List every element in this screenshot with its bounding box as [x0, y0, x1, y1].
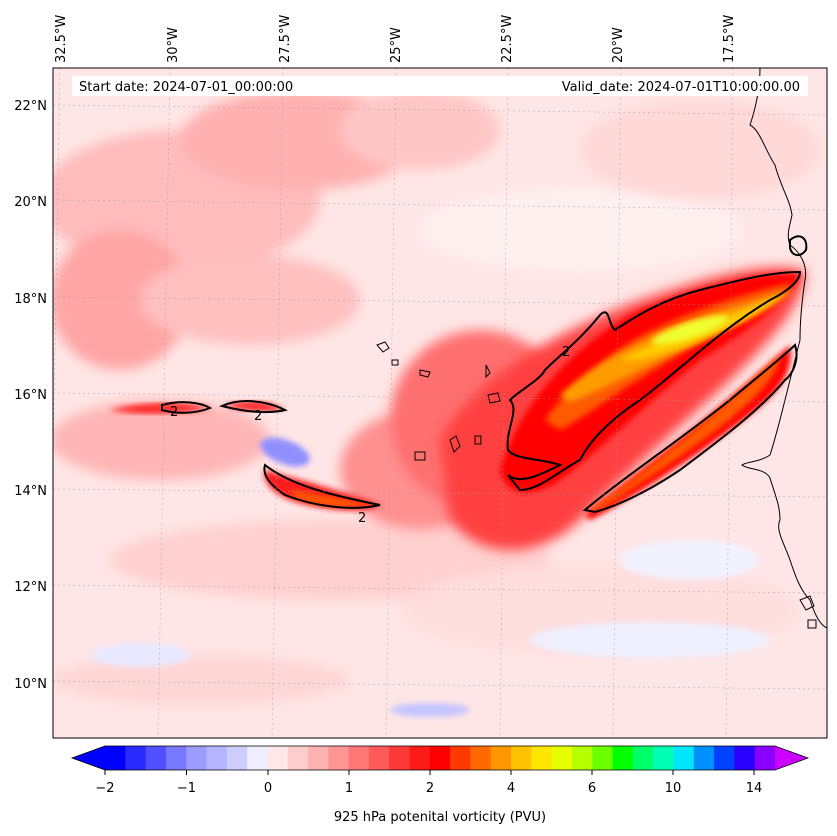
- contour-coast-north: [789, 235, 808, 256]
- colorbar-segment: [105, 746, 126, 770]
- colorbar-segment: [145, 746, 167, 770]
- contour-labels: 2 2 2 2: [170, 345, 570, 526]
- colorbar-segment: [186, 746, 208, 770]
- colorbar-segment: [125, 746, 147, 770]
- colorbar-segment: [470, 746, 492, 770]
- colorbar-segment: [693, 746, 715, 770]
- colorbar-segment: [734, 746, 756, 770]
- pv-2pvu-contours: [161, 235, 808, 514]
- colorbar-tick-label: −2: [95, 781, 114, 796]
- contour-west-1: [161, 401, 213, 414]
- colorbar-segment: [632, 746, 654, 770]
- colorbar-tick-label: 0: [264, 781, 272, 796]
- pv-negative-patches: [90, 437, 770, 717]
- map-panel: 2 2 2 2: [53, 68, 827, 738]
- lat-label: 14°N: [14, 484, 47, 499]
- colorbar-segment: [308, 746, 329, 770]
- graticule: [53, 68, 827, 738]
- lat-label: 10°N: [14, 677, 47, 692]
- colorbar-tick-label: 4: [507, 781, 515, 796]
- lat-label: 12°N: [14, 580, 47, 595]
- islands: [376, 341, 501, 461]
- colorbar-segment: [206, 746, 228, 770]
- coastline: [741, 68, 827, 629]
- colorbar-tick-label: −1: [177, 781, 196, 796]
- colorbar-tick-label: 14: [746, 781, 763, 796]
- contour-main-north: [506, 270, 802, 492]
- colorbar-segment: [226, 746, 248, 770]
- colorbar-segment: [653, 746, 674, 770]
- colorbar-segment: [450, 746, 471, 770]
- colorbar-segment: [673, 746, 695, 770]
- colorbar-segment: [754, 746, 776, 770]
- colorbar-segment: [571, 746, 593, 770]
- lat-label: 16°N: [14, 388, 47, 403]
- lon-label: 27.5°W: [278, 15, 293, 63]
- lon-label: 30°W: [166, 27, 181, 63]
- valid-date-label: Valid_date: 2024-07-01T10:00:00.00: [562, 80, 800, 95]
- colorbar-segment: [429, 746, 451, 770]
- contour-label: 2: [562, 345, 570, 360]
- colorbar-label: 925 hPa potenital vorticity (PVU): [334, 810, 546, 825]
- colorbar-segment: [247, 746, 268, 770]
- contour-label: 2: [170, 405, 178, 420]
- colorbar-segment: [267, 746, 289, 770]
- colorbar-segment: [348, 746, 370, 770]
- colorbar-segment: [612, 746, 634, 770]
- colorbar-segment: [328, 746, 350, 770]
- latitude-labels: 22°N 20°N 18°N 16°N 14°N 12°N 10°N: [14, 99, 47, 692]
- colorbar-segment: [409, 746, 431, 770]
- lon-label: 22.5°W: [500, 15, 515, 63]
- lat-label: 22°N: [14, 99, 47, 114]
- colorbar-segment: [389, 746, 411, 770]
- contour-label: 2: [358, 511, 366, 526]
- colorbar-tick-label: 10: [665, 781, 682, 796]
- colorbar-over-arrow: [775, 746, 808, 770]
- colorbar-tick-label: 1: [345, 781, 353, 796]
- colorbar-segment: [165, 746, 187, 770]
- colorbar-segment: [531, 746, 553, 770]
- colorbar: −2 −1 0 1 2 4 6 10 14 925 hPa potenital vorticit…: [70, 745, 810, 825]
- lat-label: 18°N: [14, 292, 47, 307]
- contour-south-band: [263, 463, 381, 509]
- colorbar-segment: [511, 746, 532, 770]
- colorbar-segment: [592, 746, 614, 770]
- lon-label: 25°W: [389, 27, 404, 63]
- colorbar-tick-label: 6: [588, 781, 596, 796]
- colorbar-tick-label: 2: [426, 781, 434, 796]
- lon-label: 32.5°W: [54, 15, 69, 63]
- colorbar-under-arrow: [72, 746, 105, 770]
- header-box: [72, 76, 808, 96]
- map-border: [52, 67, 828, 739]
- colorbar-segment: [368, 746, 390, 770]
- lon-label: 17.5°W: [722, 15, 737, 63]
- colorbar-segment: [714, 746, 735, 770]
- start-date-label: Start date: 2024-07-01_00:00:00: [79, 80, 293, 95]
- colorbar-segment: [551, 746, 573, 770]
- colorbar-segments: [105, 746, 776, 770]
- lat-label: 20°N: [14, 195, 47, 210]
- contour-label: 2: [254, 409, 262, 424]
- longitude-labels: 32.5°W 30°W 27.5°W 25°W 22.5°W 20°W 17.5…: [54, 15, 737, 63]
- contour-west-2: [218, 400, 288, 414]
- colorbar-ticks: −2 −1 0 1 2 4 6 10 14: [95, 770, 762, 796]
- lon-label: 20°W: [611, 27, 626, 63]
- colorbar-segment: [490, 746, 512, 770]
- contour-main-south: [582, 343, 798, 514]
- colorbar-segment: [287, 746, 309, 770]
